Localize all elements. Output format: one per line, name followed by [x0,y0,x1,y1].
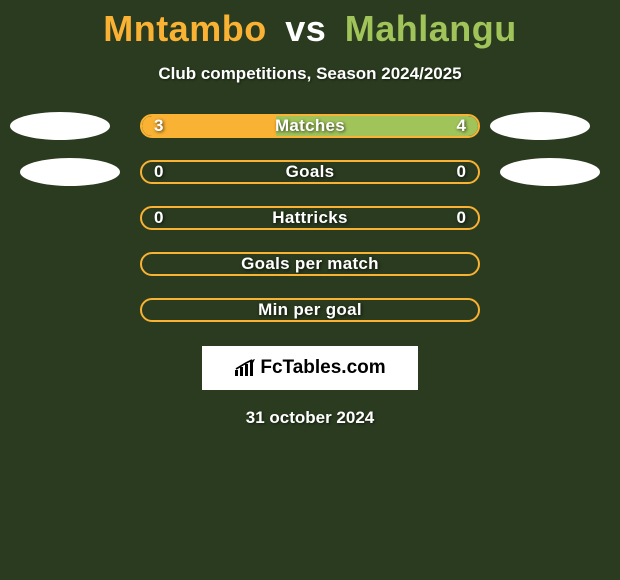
stat-label: Min per goal [142,300,478,320]
subtitle: Club competitions, Season 2024/2025 [0,64,620,84]
stat-row: Goals per match [0,252,620,276]
vs-text: vs [285,8,326,49]
stat-left-value: 0 [154,208,163,228]
comparison-widget: Mntambo vs Mahlangu Club competitions, S… [0,0,620,580]
stat-right-value: 0 [457,162,466,182]
player-pill-left [10,112,110,140]
stat-bar: Hattricks0 0 [140,206,480,230]
stat-label: Goals per match [142,254,478,274]
logo-text: FcTables.com [260,357,385,379]
stat-bar: Min per goal [140,298,480,322]
stat-bar: Goals per match [140,252,480,276]
player2-name: Mahlangu [345,8,517,49]
stat-row: Min per goal [0,298,620,322]
stat-left-value: 0 [154,162,163,182]
stats-rows: Matches34Goals00Hattricks00Goals per mat… [0,114,620,322]
player-pill-left [20,158,120,186]
stat-right-value: 4 [457,116,466,136]
stat-label: Goals [142,162,478,182]
stat-row: Matches3 4 [0,114,620,138]
stat-label: Hattricks [142,208,478,228]
stat-row: Hattricks0 0 [0,206,620,230]
stat-bar: Matches3 4 [140,114,480,138]
player-pill-right [490,112,590,140]
player1-name: Mntambo [103,8,266,49]
chart-icon [234,359,256,377]
logo: FcTables.com [234,357,385,379]
logo-box[interactable]: FcTables.com [202,346,418,390]
player-pill-right [500,158,600,186]
title: Mntambo vs Mahlangu [0,0,620,50]
stat-left-value: 3 [154,116,163,136]
stat-bar: Goals0 0 [140,160,480,184]
stat-row: Goals0 0 [0,160,620,184]
date: 31 october 2024 [0,408,620,428]
stat-right-value: 0 [457,208,466,228]
stat-label: Matches [142,116,478,136]
